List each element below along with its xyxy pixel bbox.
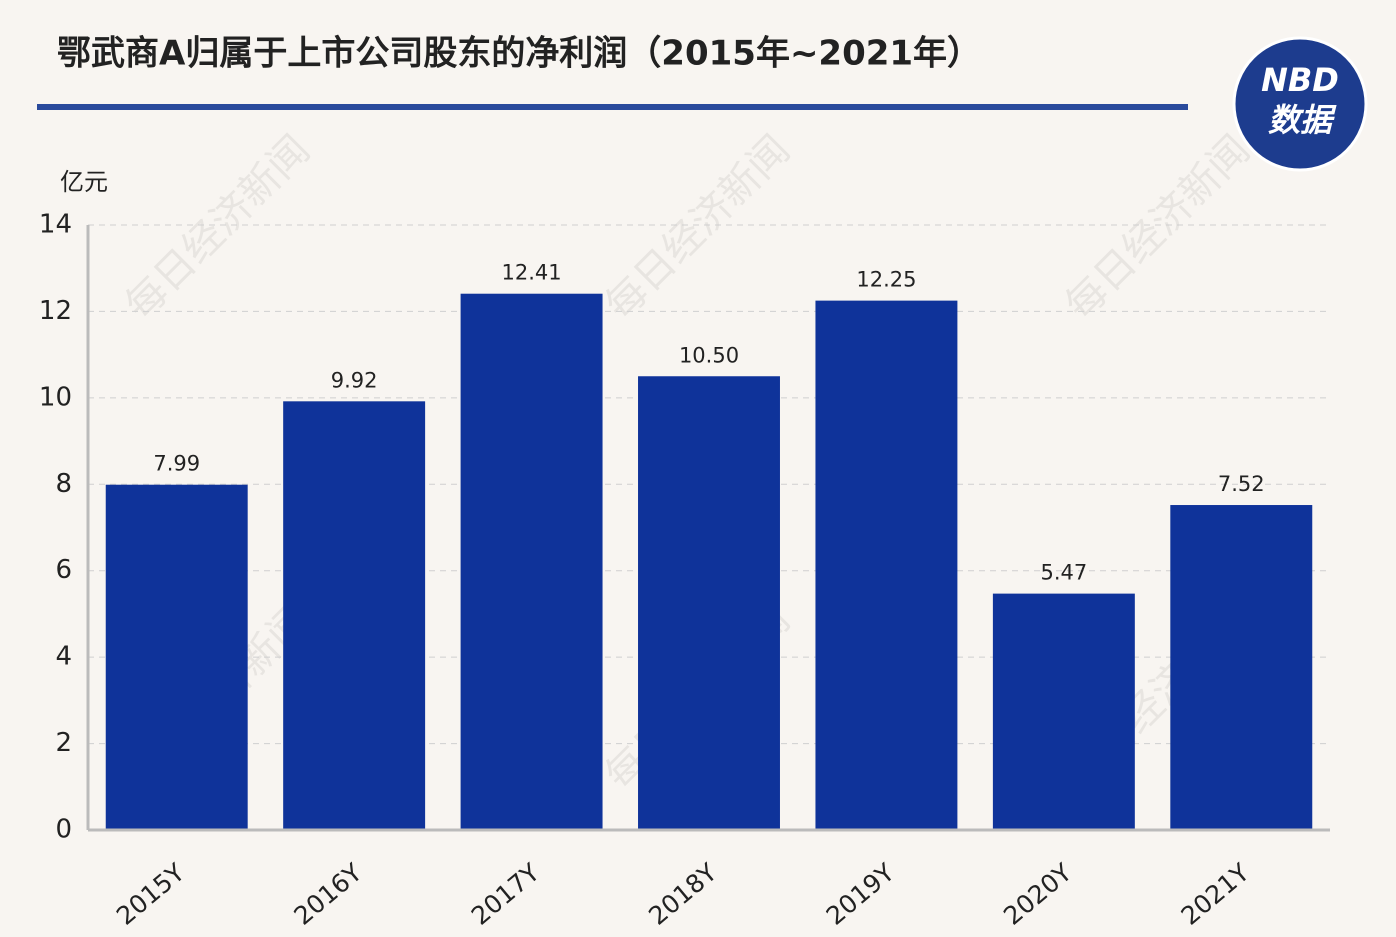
y-tick-label: 6 [55, 555, 72, 585]
bar [105, 484, 248, 830]
y-tick-label: 14 [39, 210, 72, 240]
y-tick-label: 8 [55, 469, 72, 499]
value-label: 12.25 [856, 268, 916, 292]
value-label: 12.41 [502, 261, 562, 285]
logo-bottom: 数据 [1268, 101, 1337, 139]
y-tick-label: 4 [55, 642, 72, 672]
bar [460, 293, 603, 831]
y-tick-label: 12 [39, 296, 72, 326]
value-label: 9.92 [331, 368, 378, 392]
value-label: 10.50 [679, 343, 739, 367]
title-rule [37, 104, 1188, 110]
value-label: 7.99 [153, 452, 200, 476]
chart-title: 鄂武商A归属于上市公司股东的净利润（2015年~2021年） [57, 34, 981, 74]
y-tick-label: 2 [55, 728, 72, 758]
bar [638, 376, 780, 830]
logo-top: NBD [1261, 61, 1339, 99]
bar [815, 300, 958, 830]
bar [283, 401, 426, 830]
value-label: 7.52 [1218, 472, 1265, 496]
y-tick-label: 0 [55, 815, 72, 845]
y-tick-label: 10 [39, 382, 72, 412]
bar [992, 593, 1135, 830]
bar [1170, 505, 1313, 830]
value-label: 5.47 [1040, 561, 1087, 585]
logo-badge [1232, 36, 1368, 172]
y-axis-label: 亿元 [60, 168, 108, 196]
